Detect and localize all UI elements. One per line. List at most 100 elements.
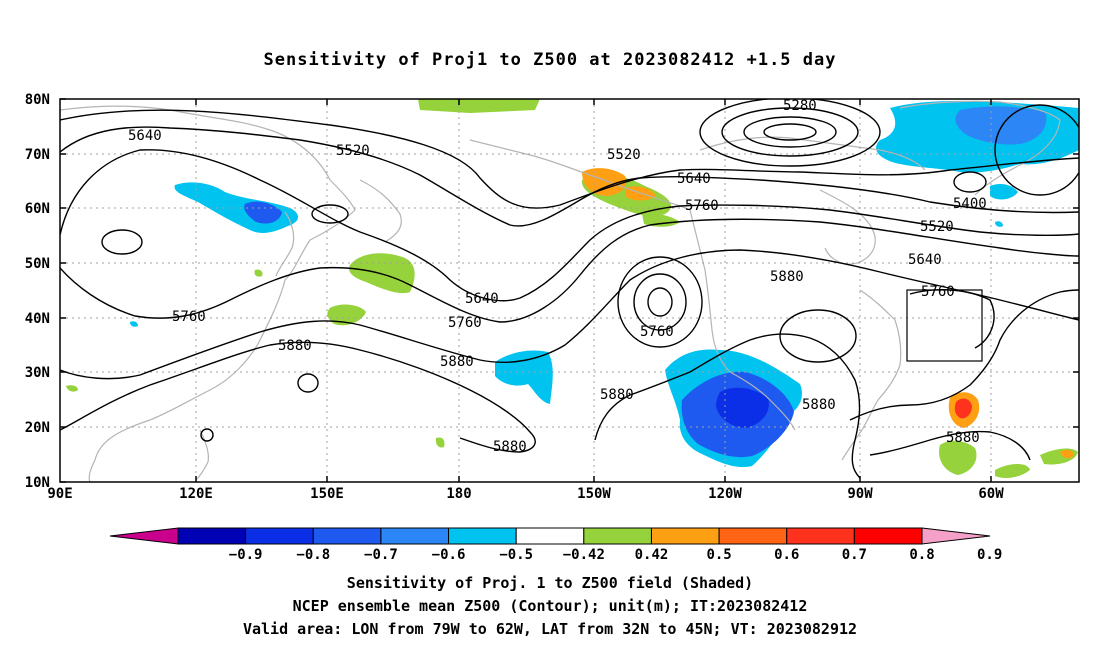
contour-5760-west (60, 149, 1079, 302)
colorbar-cell (718, 527, 788, 545)
colorbar-label: 0.8 (909, 547, 934, 563)
coast-japan (275, 211, 295, 277)
shade-red-caribbean (954, 398, 972, 419)
lat-label: 40N (25, 311, 50, 327)
shade-orange-east (1060, 449, 1074, 459)
colorbar-cell (583, 527, 652, 545)
contour-label: 5520 (607, 147, 641, 163)
lat-label: 20N (25, 420, 50, 436)
contour-label: 5880 (946, 430, 980, 446)
coast-greenland (899, 100, 1061, 196)
contour-5880-atlantic (849, 289, 1079, 421)
contour-5880-tiny (200, 428, 214, 442)
contour-label: 5640 (465, 291, 499, 307)
colorbar-cell (515, 527, 585, 545)
shade-orange-alaska (582, 168, 627, 196)
shade-cyan-small2 (995, 221, 1003, 227)
colorbar-label: −0.42 (563, 547, 605, 563)
contour-label: 5280 (783, 98, 817, 114)
caption-line-1: Sensitivity of Proj. 1 to Z500 field (Sh… (346, 574, 754, 592)
lon-label: 120E (179, 486, 213, 502)
colorbar-cell (921, 527, 991, 545)
colorbar-cell (448, 527, 517, 545)
colorbar-cell (650, 527, 720, 545)
contour-label: 5880 (802, 397, 836, 413)
coast-philippines (195, 429, 210, 481)
shade-green-caribbean (939, 440, 977, 475)
shade-cyan-pacific (495, 350, 553, 404)
contour-5760-southwest (60, 218, 1079, 323)
contour-label: 5520 (336, 143, 370, 159)
colorbar-cell (786, 527, 855, 545)
contour-5280-low-4 (763, 123, 817, 141)
contour-5880-main (60, 249, 1079, 380)
colorbar-cell (109, 527, 179, 545)
contour-5640-small (311, 204, 349, 224)
contour-5280-low-2 (721, 107, 859, 157)
contour-5880-high (779, 309, 857, 363)
contour-label: 5880 (770, 269, 804, 285)
lat-labels: 80N 70N 60N 50N 40N 30N 20N 10N (25, 92, 50, 491)
caption-line-3: Valid area: LON from 79W to 62W, LAT fro… (242, 620, 858, 638)
contour-labels: 5640 5520 5520 5640 5760 5280 5400 5520 … (128, 98, 987, 455)
lon-label: 60W (978, 486, 1004, 502)
graticule (60, 99, 1079, 482)
colorbar-cell (245, 527, 314, 545)
coast-alaska (469, 139, 691, 211)
contour-5760-low-inner (633, 273, 687, 331)
contour-5400-low (953, 171, 987, 193)
colorbar-label: 0.7 (842, 547, 867, 563)
shade-cyan-greenland2 (990, 184, 1018, 200)
lat-label: 70N (25, 147, 50, 163)
contour-label: 5400 (953, 196, 987, 212)
shade-green-small2 (435, 437, 445, 448)
contour-5520-east (994, 104, 1079, 196)
contour-label: 5760 (921, 284, 955, 300)
contour-label: 5640 (128, 128, 162, 144)
sensitivity-shading (66, 99, 1079, 478)
shade-green-north (418, 99, 540, 113)
contour-5880-small (297, 373, 319, 393)
contour-label: 5520 (920, 219, 954, 235)
lat-label: 50N (25, 256, 50, 272)
contour-label: 5880 (600, 387, 634, 403)
colorbar-cell (853, 527, 923, 545)
colorbar-label: −0.8 (296, 547, 330, 563)
contour-label: 5760 (172, 309, 206, 325)
colorbar-label: 0.9 (977, 547, 1002, 563)
contour-label: 5760 (685, 198, 719, 214)
plot-frame (59, 98, 1080, 483)
colorbar-label: −0.6 (432, 547, 466, 563)
lat-label: 80N (25, 92, 50, 108)
z500-contours (60, 99, 1079, 479)
contour-label: 5760 (448, 315, 482, 331)
lat-label: 30N (25, 365, 50, 381)
colorbar-label: 0.42 (635, 547, 669, 563)
contour-5760-low-core (647, 287, 673, 317)
lon-label: 180 (446, 486, 471, 502)
contour-north-1 (60, 109, 1079, 209)
colorbar-label: −0.9 (229, 547, 263, 563)
shade-green-pacific (327, 304, 366, 326)
colorbar-cell (177, 527, 247, 545)
coast-na-west (689, 209, 796, 431)
colorbar-label: −0.7 (364, 547, 398, 563)
valid-area-box (906, 289, 983, 362)
axis-ticks (60, 98, 1079, 483)
contour-label: 5640 (677, 171, 711, 187)
contour-5280-low-1 (699, 99, 881, 167)
contour-label: 5880 (278, 338, 312, 354)
lon-label: 90W (847, 486, 873, 502)
contour-5880-south (60, 341, 536, 453)
colorbar: −0.9 −0.8 −0.7 −0.6 −0.5 −0.42 0.42 0.5 0.6 0.7 0.… (109, 527, 1002, 563)
contour-label: 5640 (908, 252, 942, 268)
colorbar-cell (380, 527, 450, 545)
contour-label: 5880 (493, 439, 527, 455)
colorbar-label: 0.5 (706, 547, 731, 563)
contour-5640-west (60, 126, 1079, 227)
shade-green-atlantic (995, 464, 1030, 478)
shade-green-kamchatka (348, 253, 415, 294)
coast-arctic (699, 136, 926, 171)
shade-green-gulf (642, 213, 680, 227)
